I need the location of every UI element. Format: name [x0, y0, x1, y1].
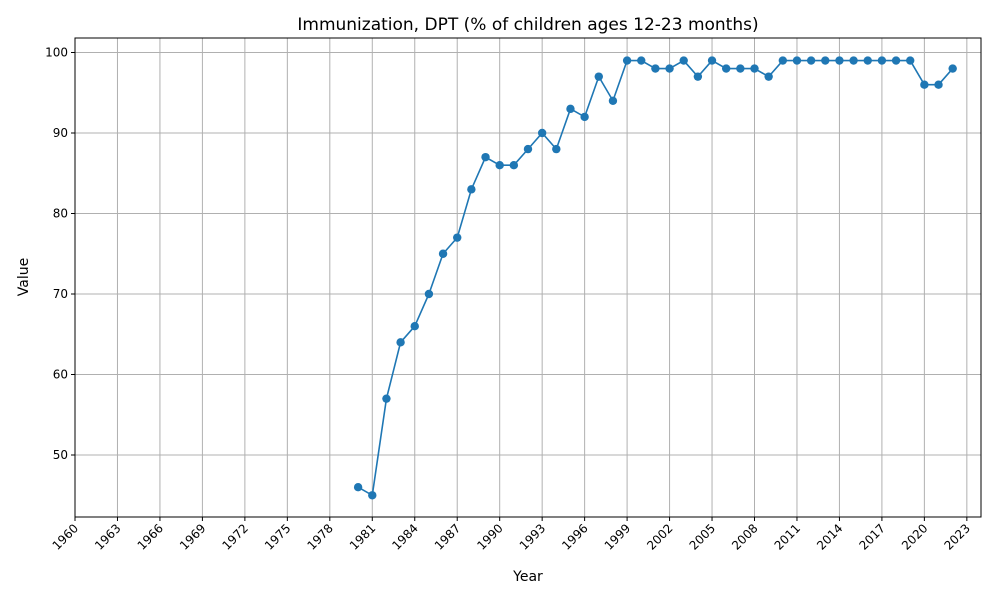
x-tick-label: 2017: [857, 521, 888, 552]
data-point: [721, 64, 731, 73]
y-axis-ticks: 50 60 70 80 90 100: [45, 45, 75, 462]
data-point: [410, 322, 419, 331]
x-tick-label: 2014: [814, 521, 845, 552]
y-tick-label: 60: [53, 368, 68, 382]
data-point: [353, 483, 363, 492]
y-tick-label: 50: [53, 448, 68, 462]
x-tick-label: 2005: [687, 521, 718, 552]
data-point: [368, 491, 377, 500]
x-tick-label: 1984: [389, 521, 420, 552]
data-point: [580, 112, 589, 122]
x-tick-label: 2002: [644, 521, 675, 552]
x-tick-label: 1993: [517, 521, 548, 552]
data-point: [608, 96, 618, 105]
x-axis-title: Year: [512, 569, 543, 585]
x-tick-label: 1969: [177, 521, 208, 552]
chart-title: Immunization, DPT (% of children ages 12…: [297, 15, 758, 35]
data-point: [552, 144, 561, 154]
x-tick-label: 1990: [474, 521, 505, 552]
data-point: [764, 72, 773, 81]
series-line: [357, 59, 954, 497]
data-point: [467, 185, 476, 194]
data-point: [750, 64, 759, 73]
x-tick-label: 2011: [772, 521, 803, 552]
series-layer: [353, 56, 957, 500]
x-tick-label: 1966: [135, 521, 166, 552]
data-point: [679, 56, 688, 65]
x-tick-label: 1960: [50, 521, 81, 552]
data-point: [835, 56, 844, 65]
x-tick-label: 2008: [729, 521, 760, 552]
data-point: [622, 56, 632, 65]
data-point: [453, 233, 462, 242]
y-tick-label: 80: [53, 206, 68, 220]
data-point: [948, 64, 957, 73]
data-point: [806, 56, 816, 65]
data-point: [481, 152, 490, 162]
data-point: [863, 56, 872, 65]
data-point: [920, 80, 929, 89]
data-point: [382, 394, 391, 403]
x-tick-label: 2020: [899, 521, 930, 552]
data-point: [537, 128, 547, 138]
y-gridlines: [75, 51, 981, 456]
data-point: [637, 56, 646, 65]
y-tick-label: 90: [53, 126, 68, 140]
x-tick-label: 1987: [432, 521, 463, 552]
x-tick-label: 1999: [602, 521, 633, 552]
plot-frame: [74, 37, 982, 518]
data-point: [693, 72, 703, 81]
data-point: [877, 56, 887, 65]
x-gridlines: [74, 38, 968, 517]
y-tick-label: 100: [45, 45, 68, 59]
data-point: [438, 249, 448, 258]
data-point: [566, 104, 575, 114]
x-tick-label: 1978: [304, 521, 335, 552]
x-tick-label: 1963: [92, 521, 123, 552]
data-point: [523, 144, 533, 154]
data-point: [792, 56, 802, 65]
x-tick-label: 1972: [219, 521, 250, 552]
x-tick-label: 1996: [559, 521, 590, 552]
y-axis-title: Value: [16, 258, 32, 296]
data-point: [891, 56, 901, 65]
data-point: [594, 72, 603, 81]
x-tick-label: 1981: [347, 521, 378, 552]
data-point: [509, 160, 519, 170]
data-point: [495, 160, 504, 170]
data-point: [778, 56, 788, 65]
data-point: [934, 80, 943, 89]
x-axis-ticks: 1960 1963 1966 1969 1972 1975 1978 1981 1984 1987…: [50, 517, 973, 553]
data-point: [665, 64, 674, 73]
data-point: [906, 56, 915, 65]
data-point: [736, 64, 745, 73]
x-tick-label: 2023: [941, 521, 972, 552]
data-point: [707, 56, 717, 65]
data-point: [849, 56, 858, 65]
x-tick-label: 1975: [262, 521, 293, 552]
y-tick-label: 70: [53, 287, 68, 301]
data-point: [821, 56, 830, 65]
data-point: [651, 64, 660, 73]
data-point: [424, 289, 434, 299]
data-point: [396, 338, 405, 347]
